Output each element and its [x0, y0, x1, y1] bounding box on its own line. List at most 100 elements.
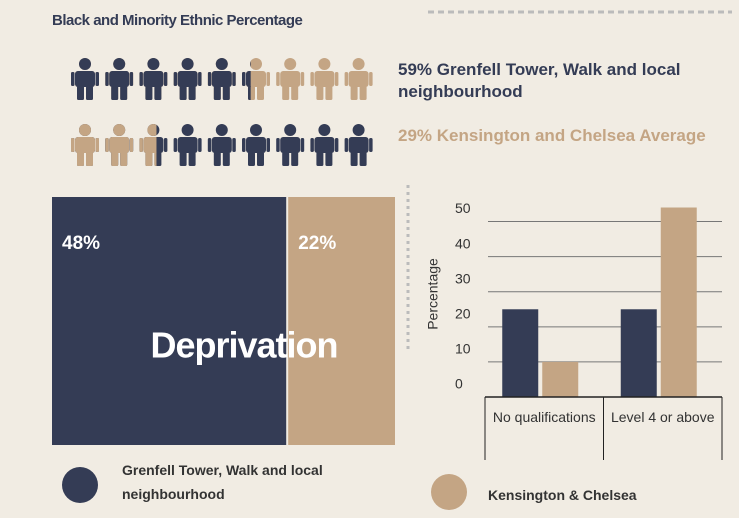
share-block	[52, 197, 287, 445]
head	[318, 124, 331, 136]
person-icon	[207, 58, 236, 100]
torso	[246, 137, 266, 153]
person-share	[139, 124, 157, 166]
arm	[310, 138, 314, 152]
arm	[334, 72, 339, 86]
head	[147, 58, 160, 70]
leg	[257, 152, 264, 166]
arm	[105, 72, 109, 86]
head	[284, 58, 297, 70]
leg	[86, 152, 93, 166]
block-title: Deprivation	[150, 325, 337, 366]
leg	[350, 152, 358, 166]
arm	[300, 72, 305, 86]
torso	[177, 71, 198, 87]
value-label: 59%	[398, 60, 433, 79]
leg	[145, 86, 153, 100]
torso	[246, 71, 251, 87]
arm	[242, 72, 246, 86]
head	[250, 58, 262, 70]
bar	[660, 207, 697, 397]
person-share	[139, 58, 168, 100]
leg	[111, 86, 119, 100]
arm	[276, 138, 280, 152]
leg	[350, 86, 358, 100]
leg	[316, 86, 324, 100]
head	[284, 124, 297, 136]
arm	[344, 138, 349, 152]
torso	[314, 137, 335, 153]
arm	[129, 138, 134, 152]
leg	[111, 152, 119, 166]
y-tick-label: 40	[455, 235, 471, 251]
head	[352, 58, 365, 70]
torso	[109, 137, 130, 153]
arm	[310, 72, 314, 86]
bar	[542, 361, 579, 397]
y-tick-label: 50	[455, 200, 471, 216]
arm	[163, 72, 168, 86]
head	[250, 61, 251, 67]
leg	[359, 86, 367, 100]
value-label: 29%	[398, 126, 433, 145]
arm	[369, 72, 373, 86]
torso	[211, 137, 232, 153]
leg	[325, 86, 333, 100]
arm	[198, 72, 202, 86]
leg	[145, 152, 153, 166]
person-share	[173, 58, 202, 100]
leg	[222, 86, 230, 100]
leg	[86, 86, 93, 100]
arm	[71, 72, 75, 86]
legend-label: Kensington & Chelsea	[488, 487, 637, 503]
legend-swatch	[431, 474, 467, 510]
torso	[280, 71, 301, 87]
arm	[266, 72, 270, 86]
bar	[620, 309, 657, 397]
person-icon	[105, 124, 134, 166]
torso	[177, 137, 198, 153]
y-axis-label: Percentage	[425, 258, 441, 330]
arm	[207, 138, 212, 152]
head	[215, 58, 228, 70]
torso	[348, 137, 369, 153]
arm	[173, 72, 178, 86]
legend-label: Grenfell Tower, Walk and local neighbour…	[122, 462, 323, 502]
person-share	[71, 58, 99, 100]
head	[318, 58, 331, 70]
head	[181, 58, 194, 70]
arm	[232, 138, 236, 152]
arm	[173, 138, 178, 152]
leg	[179, 152, 187, 166]
head	[215, 124, 228, 136]
arm	[369, 138, 373, 152]
x-tick-label: No qualifications	[492, 409, 596, 425]
person-icon	[207, 124, 236, 166]
leg	[154, 86, 162, 100]
arm	[105, 138, 109, 152]
value-label: 48%	[62, 233, 100, 254]
person-icon	[276, 58, 305, 100]
person-share	[105, 124, 134, 166]
arm	[139, 72, 143, 86]
head	[181, 124, 194, 136]
leg	[77, 152, 84, 166]
bar	[502, 309, 539, 397]
leg	[222, 152, 230, 166]
arm	[163, 138, 168, 152]
leg	[359, 152, 367, 166]
arm	[344, 72, 349, 86]
person-icon	[173, 58, 202, 100]
head	[250, 124, 262, 136]
x-tick-label: Level 4 or above	[610, 409, 715, 425]
value-label: 22%	[298, 233, 336, 254]
leg	[213, 86, 221, 100]
person-icon	[344, 124, 373, 166]
person-icon	[310, 58, 339, 100]
leg	[291, 86, 299, 100]
torso	[75, 71, 95, 87]
arm	[300, 138, 305, 152]
person-icon	[139, 58, 168, 100]
leg	[179, 86, 187, 100]
